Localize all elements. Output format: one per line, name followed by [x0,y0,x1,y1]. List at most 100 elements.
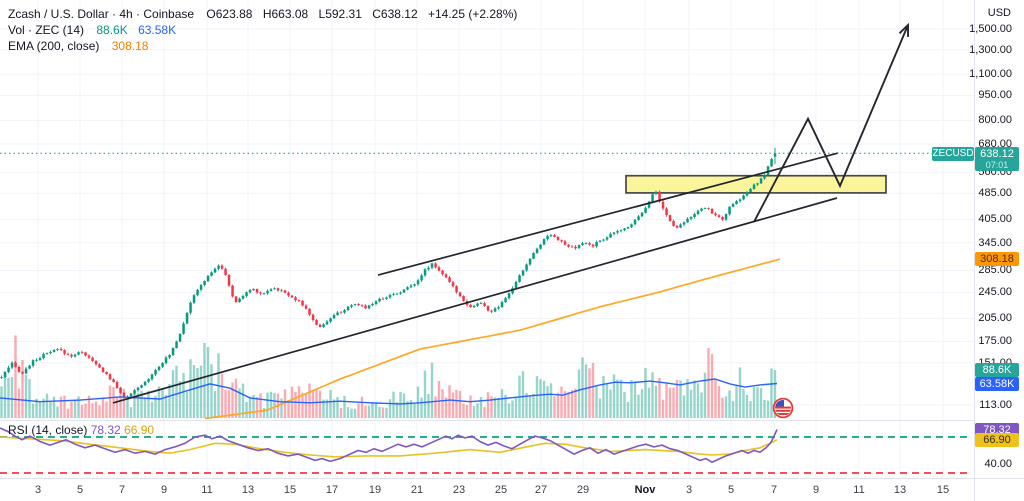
candle-body [7,367,10,373]
candle-body [455,286,458,293]
volume-bar [248,396,252,418]
volume-bar [756,387,759,418]
volume-bar [122,388,126,418]
candle-body [444,274,448,278]
candle-body [287,292,290,296]
volume-bar [451,392,455,418]
candle-body [339,312,343,314]
volume-bar [476,403,479,418]
volume-bar [42,398,45,418]
volume-bar [574,388,577,418]
volume-bar [675,379,679,418]
volume-bar [45,393,49,418]
candle-body [273,288,276,290]
candle-body [626,227,630,229]
volume-bar [203,343,206,418]
time-tick-label: 17 [325,484,339,496]
candle-body [119,387,122,393]
volume-bar [210,364,213,418]
candle-body [542,239,546,245]
volume-bar [283,389,287,418]
time-tick-label: 13 [241,484,255,496]
volume-bar [560,386,563,418]
candle-body [385,297,388,299]
price-tick-label: 151.00 [978,356,1012,369]
price-tick-label: 680.00 [978,138,1012,151]
volume-bar [525,393,528,418]
candle-body [745,192,749,196]
candle-body [147,379,150,382]
channel_lower-trendline[interactable] [112,197,838,404]
volume-bar [273,393,276,418]
volume-bar [731,401,735,418]
candle-body [108,374,112,380]
volume-bar [332,399,336,418]
candle-body [682,222,686,225]
candle-body [773,153,777,157]
volume-bar [696,383,700,418]
volume-axis-badge: 88.6K [975,362,1019,377]
volume-bar [598,398,602,418]
volume-bar [563,391,567,418]
candle-body [238,298,241,302]
volume-bar [10,377,14,418]
candle-body [322,324,325,327]
candle-body [700,208,703,211]
volume-bar [294,391,297,418]
volume-bar [409,400,413,418]
candle-body [308,308,311,315]
price-tick-label: 485.00 [978,187,1012,200]
candle-body [353,304,357,306]
candle-body [10,362,14,368]
candle-body [486,306,490,311]
volume-bar [154,395,157,418]
volume-bar [245,401,248,418]
channel_upper-trendline[interactable] [377,152,839,276]
volume-bar [472,406,476,418]
candle-body [458,292,462,296]
volume-bar [311,390,315,418]
candle-body [63,350,66,354]
volume-bar [336,397,339,418]
rsi-pane [0,427,970,474]
candle-body [395,293,399,295]
volume-bar [199,365,203,418]
candle-body [301,300,304,306]
candle-body [413,284,416,286]
volume-bar [567,392,570,418]
volume-bar [115,396,119,418]
time-tick-label: Nov [634,484,656,496]
volume-bar [437,381,441,418]
volume-bar [269,391,273,418]
volume-bar [119,387,122,418]
candle-body [763,174,766,179]
candle-body [350,305,353,307]
volume-ma-line [0,378,778,405]
volume-bar [413,403,416,418]
supply-zone-rect[interactable] [625,174,887,194]
candle-body [70,354,73,357]
time-tick-label: 11 [853,484,865,496]
volume-bar [322,399,325,418]
volume-bar [126,399,129,418]
candle-body [133,390,136,394]
candle-body [633,219,637,225]
volume-bar [364,405,367,418]
candle-body [325,321,329,325]
volume-bar [353,408,357,418]
volume-ma-axis-badge: 63.58K [975,376,1019,391]
volume-bar [539,379,542,418]
volume-bar [350,408,353,418]
volume-bar [136,392,140,418]
candle-body [304,305,308,309]
chart-canvas[interactable] [0,0,974,478]
volume-bar [105,401,108,418]
price-tick-label: 205.00 [978,312,1012,325]
volume-bar [616,379,619,418]
time-tick-label: 5 [727,484,735,496]
time-tick-label: 25 [494,484,508,496]
projection-arrow-line[interactable] [753,24,909,223]
candle-body [696,210,700,214]
candle-body [105,372,108,375]
candle-body [588,243,591,245]
